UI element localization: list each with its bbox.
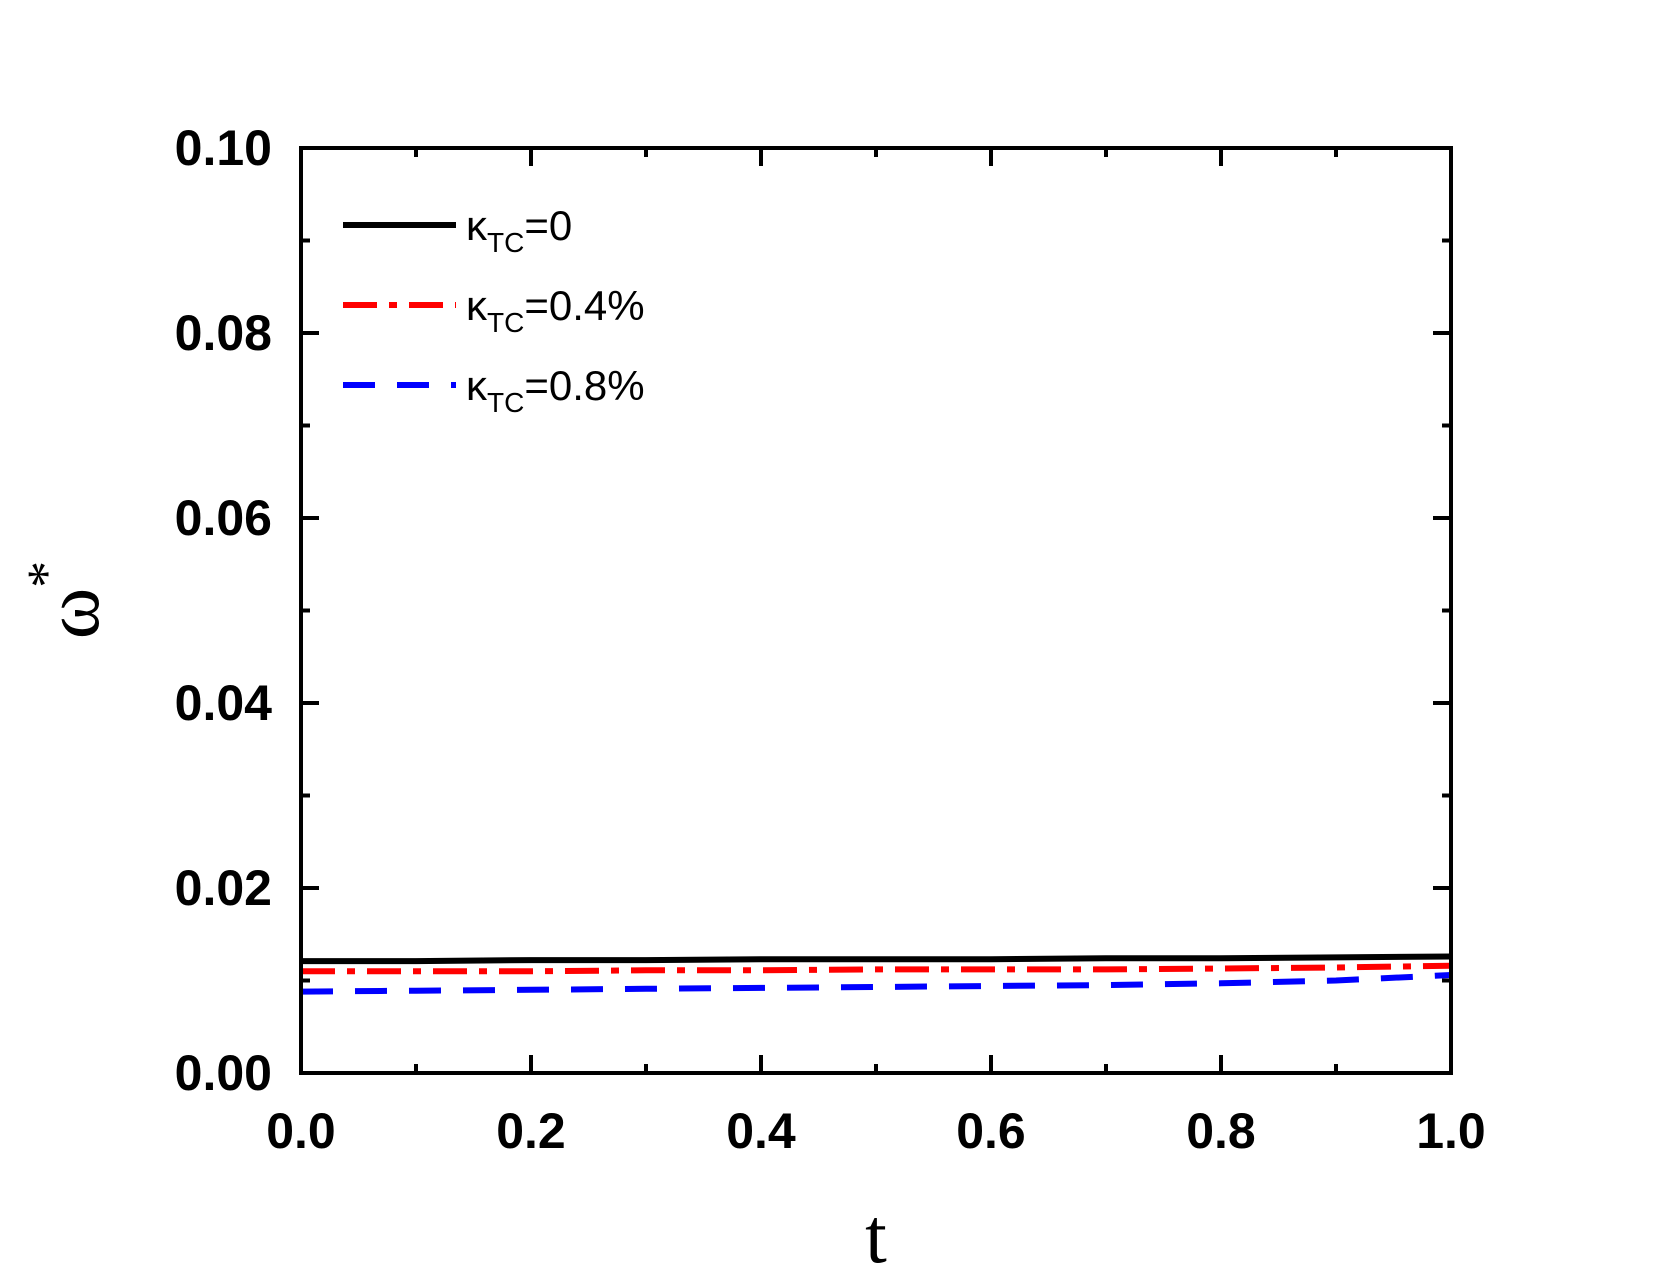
y-tick-label: 0.10 <box>175 120 272 176</box>
legend-label: κTC=0.8% <box>466 362 645 418</box>
y-axis-title: ω* <box>16 561 115 639</box>
x-tick-labels: 0.0 0.2 0.4 0.6 0.8 1.0 <box>266 1103 1486 1159</box>
y-tick-labels: 0.00 0.02 0.04 0.06 0.08 0.10 <box>175 120 273 1101</box>
y-axis-superscript: * <box>16 561 76 588</box>
x-tick-label: 0.2 <box>496 1103 566 1159</box>
y-tick-label: 0.06 <box>175 490 272 546</box>
svg-text:ω*: ω* <box>16 561 115 639</box>
series-line-1 <box>301 962 1452 975</box>
axis-ticks <box>299 146 1453 1075</box>
legend-label: κTC=0 <box>466 202 572 258</box>
legend-item-2: κTC=0.8% <box>343 362 645 418</box>
legend-item-0: κTC=0 <box>343 202 572 258</box>
plot-lines <box>300 953 1452 995</box>
y-tick-label: 0.08 <box>175 305 272 361</box>
series-line-2 <box>300 972 1452 995</box>
x-tick-label: 1.0 <box>1416 1103 1486 1159</box>
x-tick-label: 0.8 <box>1186 1103 1256 1159</box>
legend-label: κTC=0.4% <box>466 282 645 338</box>
y-tick-label: 0.02 <box>175 860 272 916</box>
x-tick-label: 0.4 <box>726 1103 796 1159</box>
legend: κTC=0 κTC=0.4% κTC=0.8% <box>343 202 645 418</box>
legend-item-1: κTC=0.4% <box>343 282 645 338</box>
series-line-0 <box>301 953 1452 965</box>
y-tick-label: 0.00 <box>175 1045 272 1101</box>
y-tick-label: 0.04 <box>175 675 273 731</box>
x-tick-label: 0.6 <box>956 1103 1026 1159</box>
x-tick-label: 0.0 <box>266 1103 336 1159</box>
y-axis-symbol: ω <box>28 588 115 639</box>
x-axis-title: t <box>865 1192 887 1279</box>
